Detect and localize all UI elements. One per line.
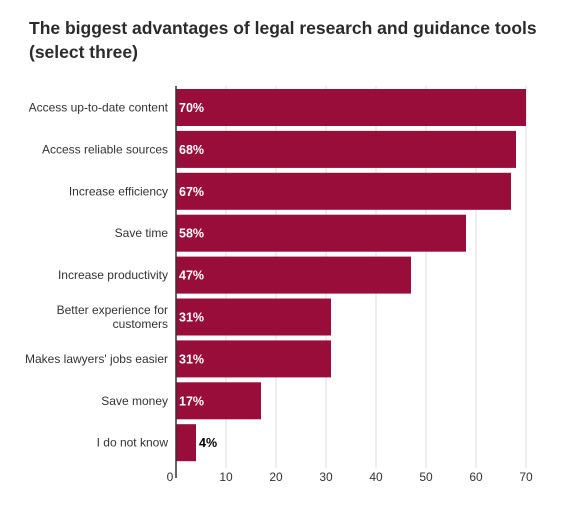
category-label: Better experience for: [57, 303, 168, 317]
data-label: 70%: [179, 101, 204, 115]
x-tick-label: 10: [219, 470, 233, 484]
data-label: 17%: [179, 394, 204, 408]
data-label: 4%: [199, 436, 217, 450]
x-tick-label: 0: [167, 470, 174, 484]
bar: [176, 172, 511, 210]
bar: [176, 340, 331, 378]
category-label: Save money: [101, 394, 168, 408]
bar: [176, 298, 331, 336]
data-label: 68%: [179, 143, 204, 157]
category-label: Access reliable sources: [42, 142, 168, 156]
bar: [176, 214, 466, 252]
data-label: 67%: [179, 185, 204, 199]
x-tick-label: 70: [519, 470, 533, 484]
data-label: 31%: [179, 352, 204, 366]
x-tick-label: 50: [419, 470, 433, 484]
category-label: I do not know: [97, 436, 169, 450]
category-label: Increase productivity: [58, 268, 168, 282]
x-tick-label: 40: [369, 470, 383, 484]
bar: [176, 89, 526, 126]
x-tick-label: 60: [469, 470, 483, 484]
data-label: 58%: [179, 227, 204, 241]
labels: 0 10 20 30 40 50 60 70 70% Access up-to-date cont…: [25, 101, 533, 485]
category-label: customers: [113, 317, 168, 331]
category-label: Save time: [115, 226, 169, 240]
data-label: 47%: [179, 269, 204, 283]
chart-title: The biggest advantages of legal research…: [29, 18, 537, 62]
data-label: 31%: [179, 311, 204, 325]
category-label: Access up-to-date content: [29, 101, 169, 115]
x-tick-label: 20: [269, 470, 283, 484]
bar: [176, 382, 261, 420]
bar: [176, 424, 196, 462]
category-label: Increase efficiency: [69, 184, 168, 198]
bars: [176, 89, 526, 462]
x-tick-label: 30: [319, 470, 333, 484]
bar: [176, 256, 411, 294]
bar: [176, 130, 516, 168]
category-label: Makes lawyers' jobs easier: [25, 352, 168, 366]
